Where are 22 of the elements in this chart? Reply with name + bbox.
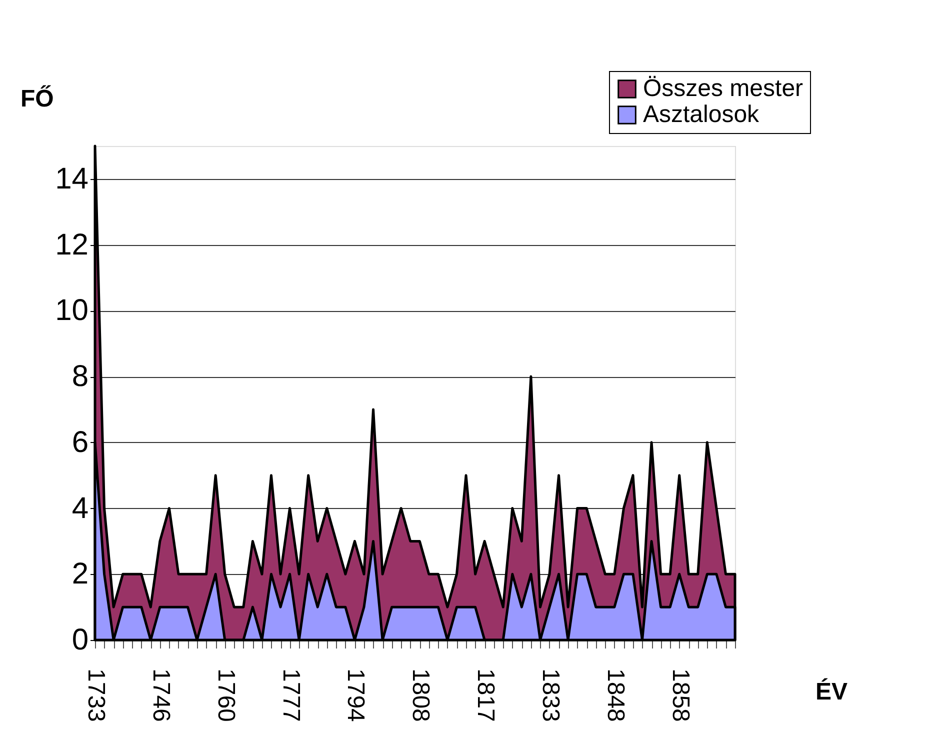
x-tick-label: 1833 [536, 668, 564, 722]
legend-label: Asztalosok [643, 101, 760, 128]
y-tick-label: 8 [72, 360, 88, 394]
x-tick-label: 1746 [147, 668, 174, 722]
x-tick-label: 1808 [407, 668, 434, 722]
y-tick-label: 14 [55, 162, 88, 196]
y-tick-label: 0 [72, 624, 88, 656]
x-tick-label: 1777 [277, 668, 304, 722]
y-axis-title: FŐ [20, 84, 54, 112]
y-tick-label: 6 [72, 426, 88, 459]
x-axis-title: ÉV [816, 678, 848, 706]
x-tick-label: 1794 [342, 668, 370, 722]
x-tick-label: 1817 [472, 668, 500, 722]
y-tick-label: 2 [72, 558, 88, 591]
y-tick-label: 4 [72, 492, 88, 525]
y-tick-label: 10 [55, 294, 88, 328]
x-tick-label: 1848 [602, 668, 629, 722]
legend-label: Összes mester [643, 75, 804, 102]
x-tick-label: 1733 [82, 668, 110, 722]
x-tick-label: 1858 [666, 668, 694, 722]
y-tick-label: 12 [55, 228, 88, 262]
x-tick-label: 1760 [212, 668, 240, 722]
